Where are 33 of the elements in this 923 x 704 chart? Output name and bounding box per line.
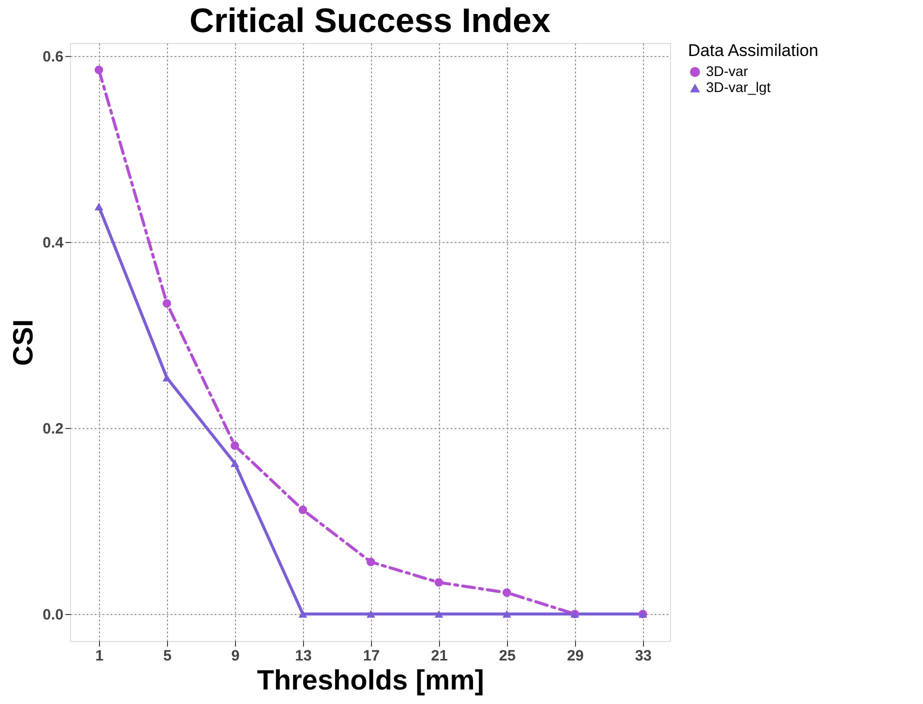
point <box>230 442 240 450</box>
x-axis-title: Thresholds [mm] <box>256 664 484 696</box>
x-tick-label: 1 <box>95 648 104 664</box>
y-tick-label: 0.6 <box>42 48 64 66</box>
point <box>434 610 444 618</box>
x-tick-label: 13 <box>295 648 312 664</box>
point <box>502 610 512 618</box>
y-tick-label: 0.0 <box>42 606 64 624</box>
point <box>366 558 376 566</box>
y-axis-title: CSI <box>8 319 39 366</box>
legend-title: Data Assimilation <box>688 41 818 60</box>
point <box>162 374 172 382</box>
point <box>162 299 172 308</box>
point <box>502 588 512 597</box>
point <box>94 66 104 74</box>
x-tick-label: 5 <box>163 648 172 664</box>
x-tick-label: 21 <box>430 648 448 664</box>
y-tick-label: 0.4 <box>42 234 64 252</box>
y-tick-label: 0.2 <box>42 420 64 438</box>
point <box>94 203 104 210</box>
point <box>434 578 444 587</box>
x-tick-label: 9 <box>231 648 240 664</box>
point <box>230 460 240 467</box>
point <box>298 506 308 514</box>
chart-title: Critical Success Index <box>190 2 551 40</box>
point <box>298 610 308 618</box>
legend-label: 3D-var_lgt <box>706 79 771 95</box>
x-tick-label: 17 <box>363 648 380 664</box>
point <box>366 610 376 618</box>
x-tick-label: 33 <box>634 648 652 664</box>
legend-label: 3D-var <box>706 63 748 79</box>
x-tick-label: 25 <box>498 648 516 664</box>
x-tick-label: 29 <box>566 648 584 664</box>
